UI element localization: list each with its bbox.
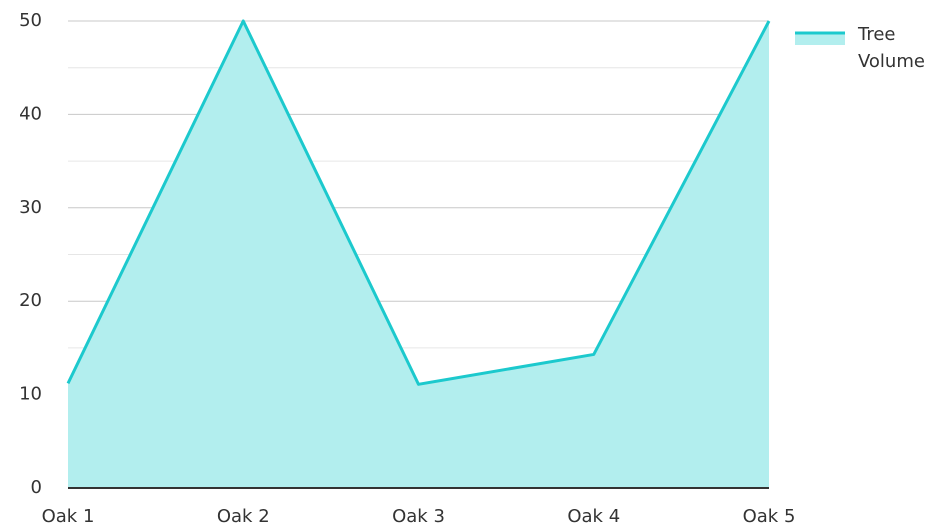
x-tick-label: Oak 2 <box>217 506 270 527</box>
x-tick-label: Oak 4 <box>567 506 620 527</box>
area-fill <box>68 21 769 488</box>
area-line <box>66 19 771 386</box>
x-tick-label: Oak 3 <box>392 506 445 527</box>
x-tick-label: Oak 1 <box>42 506 95 527</box>
y-tick-label: 40 <box>19 103 42 124</box>
y-tick-label: 50 <box>19 10 42 31</box>
y-tick-label: 10 <box>19 384 42 405</box>
y-tick-label: 20 <box>19 290 42 311</box>
legend-label: Tree Volume <box>858 24 925 72</box>
x-tick-label: Oak 5 <box>743 506 796 527</box>
legend-swatch <box>795 33 845 45</box>
y-tick-label: 0 <box>31 477 42 498</box>
y-tick-label: 30 <box>19 197 42 218</box>
